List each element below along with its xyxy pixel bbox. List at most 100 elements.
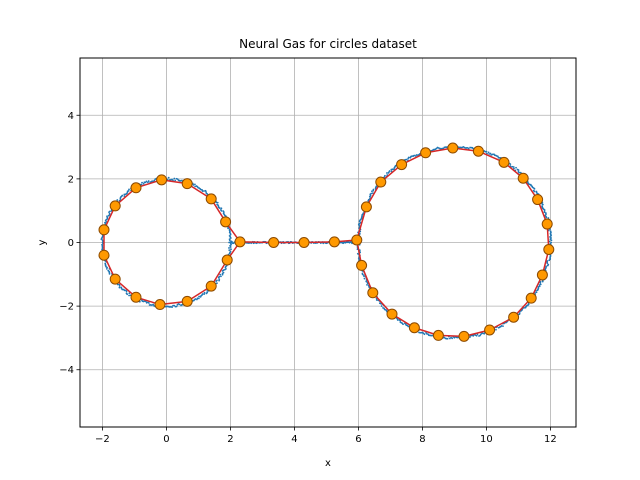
network-node: [130, 291, 142, 303]
data-point: [119, 197, 122, 200]
data-point: [380, 305, 383, 307]
data-point: [545, 265, 548, 268]
y-axis-label: y: [37, 239, 48, 245]
network-node: [181, 178, 193, 190]
data-point: [387, 172, 390, 174]
network-node: [386, 308, 398, 320]
data-point: [495, 328, 497, 331]
data-point: [547, 263, 550, 266]
data-point: [451, 337, 454, 340]
data-point: [549, 236, 551, 238]
data-point: [143, 181, 146, 184]
data-point: [173, 304, 176, 307]
data-point: [141, 181, 143, 184]
network-node: [298, 237, 310, 248]
y-tick-label: −4: [59, 365, 74, 376]
data-point: [489, 152, 492, 155]
data-point: [197, 297, 200, 300]
data-point: [216, 203, 218, 206]
data-point: [216, 201, 219, 204]
data-point: [483, 332, 486, 335]
data-point: [491, 153, 494, 156]
data-point: [128, 292, 131, 295]
data-point: [203, 190, 205, 192]
network-node: [328, 236, 340, 248]
network-node: [154, 299, 166, 311]
network-node: [205, 280, 217, 292]
network-node: [356, 259, 368, 271]
data-point: [194, 185, 197, 188]
data-point: [535, 190, 538, 193]
data-point: [231, 241, 233, 243]
data-point: [527, 303, 530, 306]
data-point: [356, 252, 359, 255]
data-point: [222, 271, 225, 274]
data-point: [124, 193, 127, 196]
data-point: [488, 153, 491, 155]
network-node: [220, 216, 232, 228]
x-tick-label: 0: [163, 434, 169, 445]
data-point: [550, 239, 553, 242]
data-point: [537, 287, 540, 290]
network-node: [130, 182, 142, 194]
data-point: [174, 179, 177, 182]
network-node: [532, 194, 544, 206]
network-node: [447, 142, 459, 154]
data-point: [220, 207, 223, 210]
network-nodes: [98, 142, 555, 342]
data-point: [516, 168, 519, 171]
network-node: [268, 237, 280, 248]
y-tick-label: −2: [59, 302, 74, 313]
x-axis-ticks: −2 0 2 4 6 8 10 12: [95, 427, 557, 445]
data-point: [201, 293, 204, 295]
data-point: [152, 303, 155, 306]
data-point: [106, 215, 108, 218]
data-point: [366, 283, 368, 286]
data-point: [126, 293, 129, 296]
data-point: [423, 333, 426, 336]
x-tick-label: 6: [355, 434, 361, 445]
data-point: [480, 333, 482, 336]
data-point: [194, 298, 197, 300]
data-point: [123, 289, 126, 292]
network-node: [498, 156, 510, 168]
data-point: [204, 189, 207, 192]
data-point: [549, 230, 552, 233]
network-node: [508, 311, 520, 323]
data-point: [178, 303, 181, 306]
y-tick-label: 2: [68, 174, 74, 185]
y-axis-ticks: −4 −2 0 2 4: [59, 111, 80, 376]
data-point: [216, 282, 218, 285]
data-point: [546, 260, 549, 262]
data-point: [363, 275, 365, 278]
data-point: [107, 214, 110, 217]
network-edge: [356, 206, 368, 241]
data-point: [414, 155, 417, 157]
data-point: [105, 267, 108, 270]
data-point: [519, 171, 522, 174]
data-point: [539, 283, 542, 286]
network-node: [221, 254, 233, 266]
data-point: [175, 305, 178, 308]
data-point: [532, 189, 535, 192]
data-point: [363, 277, 366, 280]
data-point: [229, 250, 232, 253]
data-point: [108, 211, 110, 214]
network-node: [517, 172, 529, 184]
x-tick-label: 4: [291, 434, 297, 445]
network-node: [541, 218, 553, 230]
network-node: [156, 174, 168, 186]
data-point: [222, 212, 225, 215]
data-point: [490, 154, 493, 156]
data-point: [409, 156, 412, 159]
network-node: [367, 287, 379, 299]
data-point: [230, 248, 232, 251]
data-point: [431, 334, 434, 337]
data-point: [544, 212, 547, 214]
y-tick-label: 0: [68, 238, 74, 249]
data-point: [206, 290, 209, 292]
data-point: [369, 193, 372, 196]
data-point: [228, 238, 231, 241]
data-point: [218, 278, 221, 281]
